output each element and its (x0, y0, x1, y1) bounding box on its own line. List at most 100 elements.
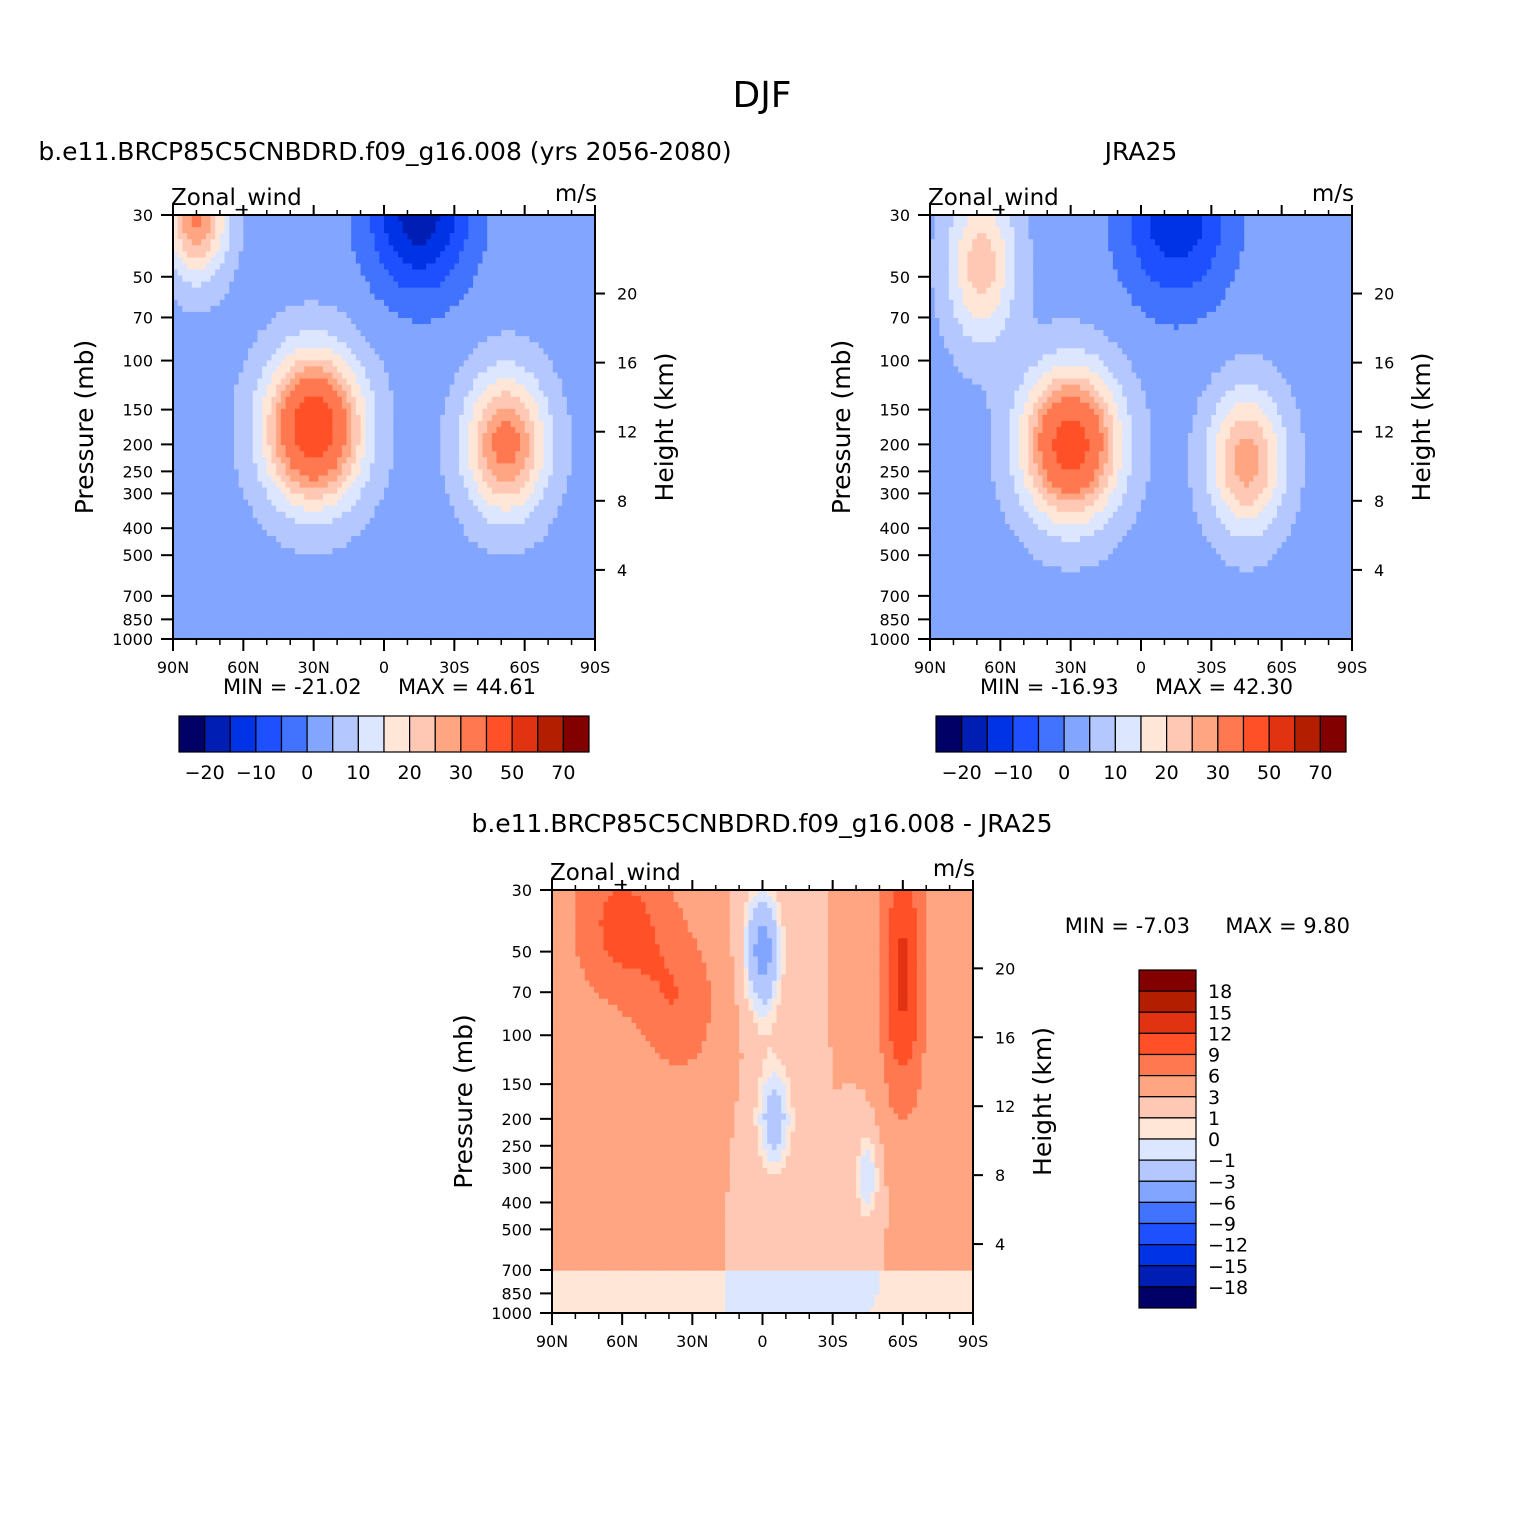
contour-cell (318, 427, 324, 434)
contour-cell (177, 505, 183, 513)
contour-cell (552, 457, 559, 464)
contour-cell (177, 439, 183, 446)
contour-cell (290, 305, 296, 313)
contour-cell (402, 215, 409, 222)
contour-cell (219, 469, 226, 477)
contour-cell (224, 378, 230, 386)
contour-cell (496, 245, 502, 252)
contour-cell (505, 281, 512, 289)
contour-cell (501, 487, 507, 495)
contour-cell (369, 366, 376, 374)
contour-cell (290, 463, 296, 470)
contour-cell (173, 402, 179, 410)
contour-cell (534, 269, 540, 277)
contour-cell (388, 317, 394, 325)
contour-cell (271, 548, 277, 555)
contour-cell (449, 451, 455, 458)
contour-cell (384, 233, 390, 240)
contour-cell (332, 378, 338, 386)
contour-cell (299, 354, 305, 361)
contour-cell (552, 221, 559, 228)
contour-cell (534, 360, 540, 368)
contour-cell (299, 523, 305, 531)
contour-cell (576, 384, 582, 392)
contour-cell (257, 305, 263, 313)
contour-cell (191, 263, 198, 271)
contour-cell (233, 378, 240, 386)
contour-cell (534, 257, 540, 265)
contour-cell (196, 475, 202, 483)
contour-cell (224, 529, 230, 537)
contour-cell (219, 299, 226, 307)
contour-cell (304, 336, 310, 343)
contour-cell (233, 487, 240, 495)
contour-cell (294, 529, 301, 537)
contour-cell (562, 263, 568, 271)
contour-cell (477, 275, 484, 283)
contour-cell (201, 469, 207, 477)
contour-cell (337, 487, 343, 495)
contour-cell (313, 439, 319, 446)
contour-cell (276, 493, 282, 501)
contour-cell (355, 427, 362, 434)
contour-cell (454, 481, 460, 489)
contour-cell (173, 475, 179, 483)
contour-cell (501, 239, 507, 246)
contour-cell (402, 251, 409, 258)
contour-cell (280, 305, 287, 313)
contour-cell (215, 445, 221, 452)
contour-cell (534, 245, 540, 252)
contour-cell (571, 233, 577, 240)
contour-cell (412, 287, 418, 295)
contour-cell (196, 372, 202, 380)
contour-cell (459, 317, 465, 325)
contour-cell (590, 372, 596, 380)
contour-cell (534, 414, 540, 422)
contour-cell (262, 542, 268, 549)
contour-cell (308, 372, 315, 380)
contour-cell (515, 384, 521, 392)
contour-cell (224, 221, 230, 228)
contour-cell (534, 511, 540, 519)
contour-cell (543, 499, 549, 507)
contour-cell (444, 523, 451, 531)
contour-cell (454, 451, 460, 458)
contour-cell (515, 536, 521, 543)
contour-cell (294, 342, 301, 349)
contour-cell (562, 239, 568, 246)
contour-cell (421, 427, 427, 434)
contour-cell (243, 275, 249, 283)
contour-cell (416, 269, 423, 277)
contour-cell (285, 542, 291, 549)
contour-cell (332, 475, 338, 483)
contour-cell (187, 427, 193, 434)
contour-cell (262, 511, 268, 519)
contour-cell (219, 317, 226, 325)
contour-cell (196, 269, 202, 277)
contour-cell (384, 324, 390, 331)
contour-cell (407, 427, 413, 434)
contour-cell (505, 299, 512, 307)
contour-cell (444, 354, 451, 361)
contour-cell (252, 293, 258, 301)
contour-cell (327, 517, 334, 525)
contour-cell (280, 366, 287, 374)
contour-cell (538, 402, 545, 410)
contour-cell (543, 257, 549, 265)
contour-cell (548, 523, 554, 531)
contour-cell (238, 221, 244, 228)
contour-cell (491, 384, 498, 392)
contour-cell (449, 348, 455, 355)
contour-cell (566, 336, 573, 343)
contour-cell (262, 293, 268, 301)
contour-cell (505, 293, 512, 301)
contour-cell (548, 342, 554, 349)
contour-cell (529, 457, 535, 464)
contour-cell (369, 390, 376, 398)
contour-cell (482, 542, 488, 549)
contour-cell (201, 366, 207, 374)
contour-cell (407, 487, 413, 495)
contour-cell (538, 257, 545, 265)
contour-cell (196, 281, 202, 289)
contour-cell (534, 354, 540, 361)
